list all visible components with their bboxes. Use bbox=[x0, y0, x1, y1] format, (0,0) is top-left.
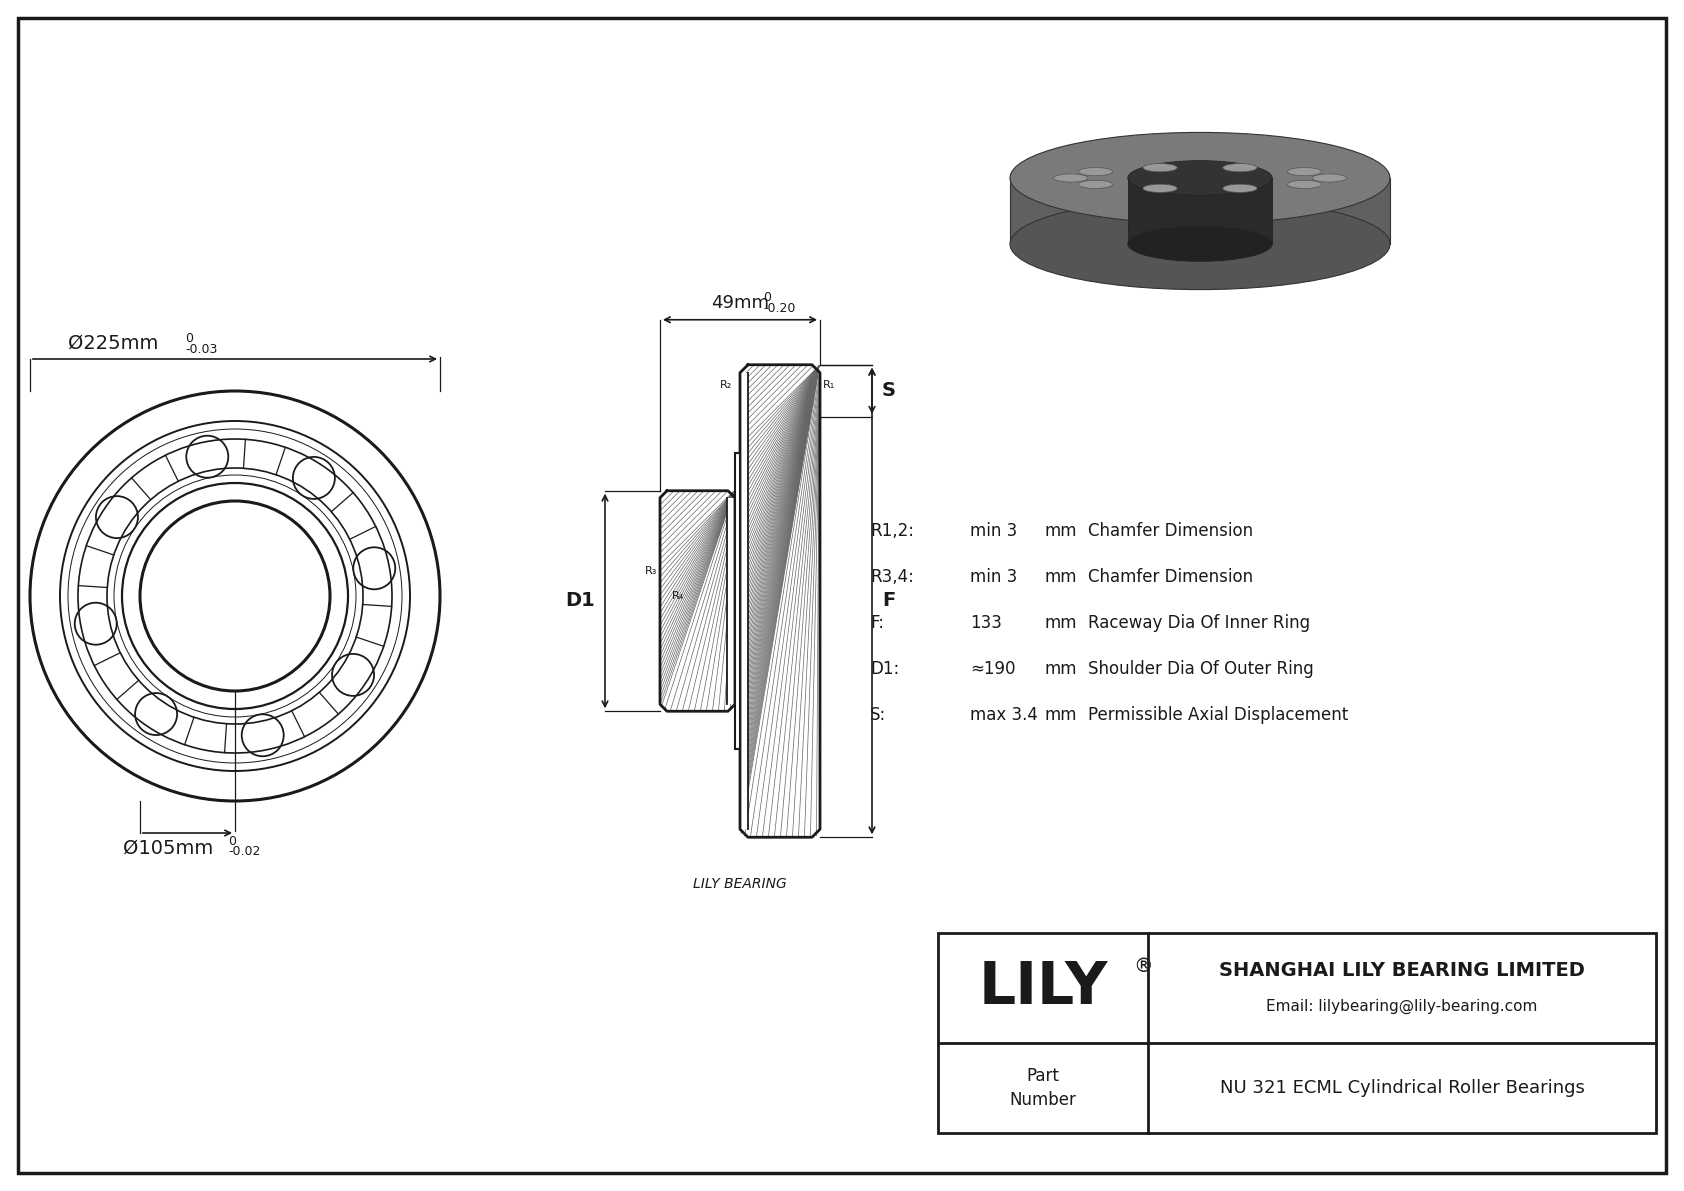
Text: R₄: R₄ bbox=[672, 591, 684, 601]
Ellipse shape bbox=[1312, 174, 1346, 182]
Text: S:: S: bbox=[871, 706, 886, 724]
Text: R3,4:: R3,4: bbox=[871, 568, 914, 586]
Text: R₃: R₃ bbox=[645, 566, 657, 576]
Ellipse shape bbox=[1054, 174, 1088, 182]
Text: Shoulder Dia Of Outer Ring: Shoulder Dia Of Outer Ring bbox=[1088, 660, 1314, 678]
Text: ≈190: ≈190 bbox=[970, 660, 1015, 678]
Bar bbox=[1128, 177, 1271, 244]
Text: F:: F: bbox=[871, 615, 884, 632]
Text: 133: 133 bbox=[970, 615, 1002, 632]
Ellipse shape bbox=[1010, 199, 1389, 289]
Ellipse shape bbox=[1223, 163, 1256, 172]
Text: Permissible Axial Displacement: Permissible Axial Displacement bbox=[1088, 706, 1349, 724]
Ellipse shape bbox=[1078, 180, 1113, 188]
Text: Part
Number: Part Number bbox=[1010, 1067, 1076, 1109]
Ellipse shape bbox=[1128, 226, 1271, 261]
Bar bbox=[938, 933, 1655, 1133]
Text: 0: 0 bbox=[185, 332, 194, 345]
Text: Email: lilybearing@lily-bearing.com: Email: lilybearing@lily-bearing.com bbox=[1266, 998, 1537, 1014]
Text: SHANGHAI LILY BEARING LIMITED: SHANGHAI LILY BEARING LIMITED bbox=[1219, 960, 1585, 979]
Text: NU 321 ECML Cylindrical Roller Bearings: NU 321 ECML Cylindrical Roller Bearings bbox=[1219, 1079, 1585, 1097]
Bar bbox=[727, 498, 734, 704]
Text: mm: mm bbox=[1046, 660, 1078, 678]
Ellipse shape bbox=[1288, 180, 1322, 188]
Text: LILY: LILY bbox=[978, 960, 1108, 1016]
Text: min 3: min 3 bbox=[970, 522, 1017, 540]
Text: 0: 0 bbox=[763, 291, 771, 304]
Text: R1,2:: R1,2: bbox=[871, 522, 914, 540]
Text: -0.03: -0.03 bbox=[185, 343, 217, 356]
Text: Raceway Dia Of Inner Ring: Raceway Dia Of Inner Ring bbox=[1088, 615, 1310, 632]
Text: 0: 0 bbox=[227, 835, 236, 848]
Text: -0.20: -0.20 bbox=[763, 301, 795, 314]
Text: S: S bbox=[882, 381, 896, 400]
Ellipse shape bbox=[1128, 161, 1271, 195]
Ellipse shape bbox=[1288, 168, 1322, 176]
Text: mm: mm bbox=[1046, 568, 1078, 586]
Text: Chamfer Dimension: Chamfer Dimension bbox=[1088, 568, 1253, 586]
Text: F: F bbox=[882, 592, 896, 611]
Text: LILY BEARING: LILY BEARING bbox=[694, 878, 786, 891]
Text: Ø105mm: Ø105mm bbox=[123, 838, 214, 858]
Text: ®: ® bbox=[1133, 956, 1152, 975]
Ellipse shape bbox=[1078, 168, 1113, 176]
Bar bbox=[734, 453, 739, 749]
Text: D1: D1 bbox=[566, 592, 594, 611]
Text: mm: mm bbox=[1046, 706, 1078, 724]
Ellipse shape bbox=[1223, 185, 1256, 193]
Text: R₁: R₁ bbox=[823, 380, 835, 389]
Ellipse shape bbox=[1010, 132, 1389, 224]
Text: mm: mm bbox=[1046, 615, 1078, 632]
Text: 49mm: 49mm bbox=[711, 294, 770, 312]
Ellipse shape bbox=[1143, 163, 1177, 172]
Text: D1:: D1: bbox=[871, 660, 899, 678]
Bar bbox=[739, 373, 748, 829]
Text: -0.02: -0.02 bbox=[227, 844, 261, 858]
Text: mm: mm bbox=[1046, 522, 1078, 540]
Text: Ø225mm: Ø225mm bbox=[67, 333, 158, 353]
Text: Chamfer Dimension: Chamfer Dimension bbox=[1088, 522, 1253, 540]
Ellipse shape bbox=[1143, 185, 1177, 193]
Bar bbox=[1010, 177, 1389, 244]
Text: R₂: R₂ bbox=[719, 380, 733, 389]
Text: max 3.4: max 3.4 bbox=[970, 706, 1037, 724]
Text: min 3: min 3 bbox=[970, 568, 1017, 586]
